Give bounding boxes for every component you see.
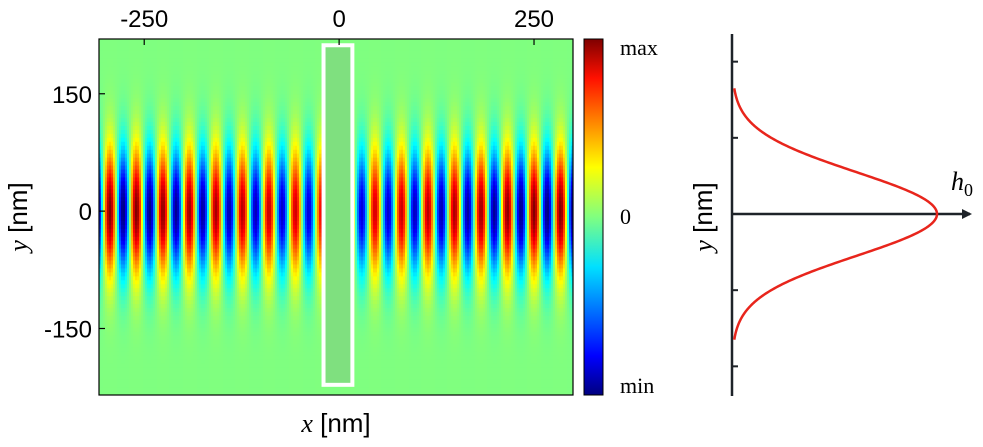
heatmap-panel: -250 0 250 1500-150 x [nm] y [nm]	[3, 6, 574, 438]
